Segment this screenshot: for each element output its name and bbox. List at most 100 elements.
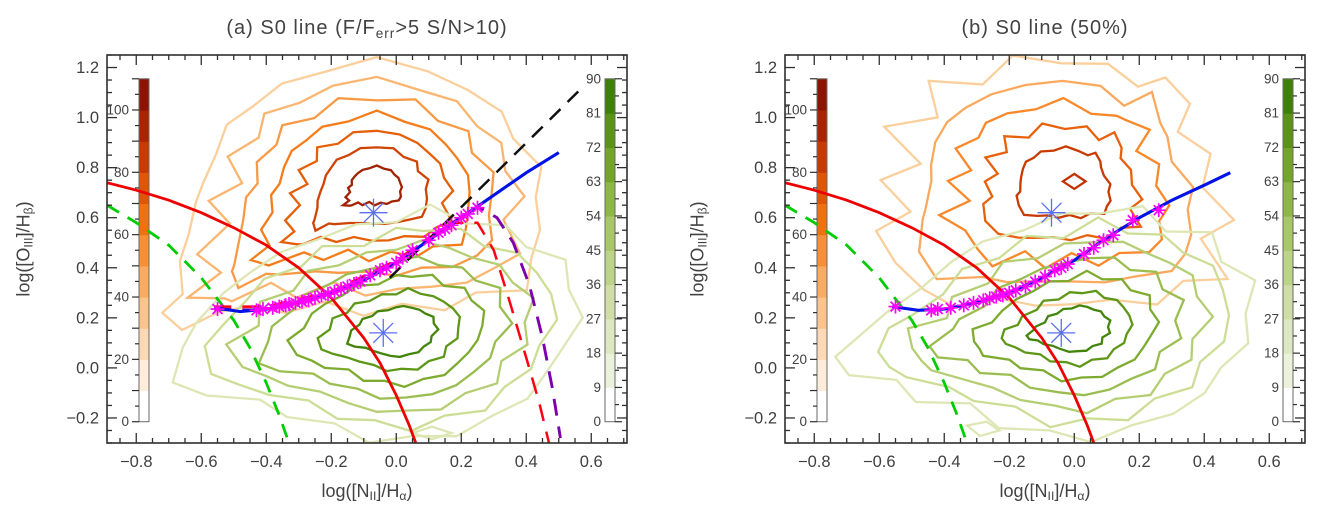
colorbar-label: 0 [121, 414, 129, 429]
y-tick-label: −0.2 [66, 409, 99, 427]
contour-level [248, 109, 471, 267]
plot-layer: 0 20 40 60 80 100 0 9 18 27 36 45 54 63 72 81 90 [784, 55, 1300, 443]
contour-level [203, 226, 559, 433]
colorbar-segment [1283, 113, 1293, 148]
curve-kewley-maximum-starburst [107, 181, 418, 443]
contour-level [936, 96, 1171, 270]
colorbar-segment [139, 297, 149, 329]
x-tick-label: 0.6 [580, 453, 603, 471]
panel-b-x-axis-title: log([NII]/Hα) [999, 481, 1091, 504]
panel-a-title: (a) S0 line (F/Ferr>5 S/N>10) [107, 14, 627, 42]
innermost-orange-diamond [1060, 172, 1088, 191]
colorbar-segment [817, 203, 827, 236]
y-tick-label: 1.0 [754, 109, 777, 127]
colorbar-label: 9 [1271, 380, 1279, 395]
x-tick-label: 0.0 [385, 453, 408, 471]
colorbar-label: 60 [114, 227, 129, 242]
x-tick-label: 0.4 [515, 453, 538, 471]
x-tick-label: −0.6 [185, 453, 218, 471]
colorbar-segment [605, 250, 615, 286]
panel-a: 0 20 40 60 80 100 0 9 18 27 36 45 54 63 72 81 90 −0.8 −0.6… [14, 14, 628, 503]
contour-level [339, 164, 404, 207]
colorbar: 0 20 40 60 80 100 [784, 78, 828, 429]
y-tick-label: 1.2 [754, 59, 777, 77]
x-tick-label: −0.2 [315, 453, 348, 471]
colorbar: 0 9 18 27 36 45 54 63 72 81 90 [586, 71, 622, 429]
colorbar-label: 63 [1264, 174, 1279, 189]
contour-family-orange-population [874, 55, 1236, 309]
y-tick-label: 0.2 [754, 309, 777, 327]
colorbar-segment [139, 234, 149, 267]
y-tick-label: 0.8 [76, 159, 99, 177]
curve-kauffmann-sf-line [785, 203, 969, 443]
curve-purple-dashed-branch [214, 204, 562, 439]
colorbar-label: 90 [1264, 71, 1279, 86]
colorbar-segment [605, 318, 615, 354]
contour-level [345, 304, 440, 359]
y-tick-label: 1.2 [76, 59, 99, 77]
colorbar-label: 54 [1264, 208, 1280, 223]
title-text: (b) S0 line (50%) [961, 17, 1129, 39]
contour-level [1025, 304, 1112, 353]
colorbar-segment [817, 78, 827, 111]
colorbar-segment [1283, 318, 1293, 354]
axes: −0.8 −0.6 −0.4 −0.2 0.0 0.2 0.4 0.6 −0.2 0.0 0.2 0.… [66, 54, 628, 471]
colorbar: 0 9 18 27 36 45 54 63 72 81 90 [1264, 71, 1300, 429]
colorbar-segment [139, 141, 149, 173]
colorbar-segment [605, 181, 615, 217]
axes: −0.8 −0.6 −0.4 −0.2 0.0 0.2 0.4 0.6 −0.2 0.0 0.2 0.… [744, 54, 1306, 471]
colorbar-segment [817, 172, 827, 205]
measured-points-magenta [210, 200, 485, 318]
colorbar-segment [817, 234, 827, 267]
colorbar-segment [817, 328, 827, 360]
contour-level [833, 204, 1257, 443]
y-tick-label: 0.2 [76, 309, 99, 327]
contour-level [316, 286, 462, 373]
contour-level [982, 122, 1144, 242]
y-tick-label: 1.0 [76, 109, 99, 127]
contour-level [224, 239, 536, 413]
colorbar-label: 63 [586, 174, 601, 189]
colorbar-segment [1283, 284, 1293, 320]
contour-level [184, 75, 526, 303]
colorbar-segment [817, 390, 827, 423]
contour-level [257, 254, 514, 400]
colorbar-label: 81 [1264, 106, 1279, 121]
x-tick-label: −0.2 [993, 453, 1026, 471]
contour-level [874, 55, 1236, 309]
title-subscript: err [375, 25, 396, 41]
contour-level [927, 256, 1186, 397]
title-text: (a) S0 line (F/F [226, 17, 376, 39]
x-tick-label: −0.4 [250, 453, 283, 471]
panel-a-plot: 0 20 40 60 80 100 0 9 18 27 36 45 54 63 72 81 90 −0.8 −0.6… [66, 54, 628, 471]
colorbar-label: 18 [586, 346, 601, 361]
colorbar-label: 72 [586, 140, 601, 155]
colorbar-label: 27 [586, 311, 601, 326]
contour-level [278, 129, 455, 246]
colorbar-segment [605, 215, 615, 251]
colorbar-segment [605, 113, 615, 148]
colorbar: 0 20 40 60 80 100 [107, 78, 150, 429]
contour-level [230, 97, 495, 290]
colorbar-segment [1283, 78, 1293, 114]
x-tick-label: 0.2 [450, 453, 473, 471]
curve-red-dashed-branch [214, 221, 551, 443]
contour-level [171, 203, 585, 443]
colorbar-segment [1283, 181, 1293, 217]
colorbar-label: 80 [792, 165, 807, 180]
x-tick-label: 0.4 [1193, 453, 1216, 471]
colorbar-segment [605, 284, 615, 320]
contour-level [876, 216, 1231, 429]
y-tick-label: 0.4 [76, 259, 99, 277]
contour-level [160, 55, 543, 332]
title-text: >5 S/N>10) [395, 17, 508, 39]
colorbar-label: 100 [784, 102, 807, 117]
colorbar-segment [139, 203, 149, 236]
y-tick-label: 0.8 [754, 159, 777, 177]
colorbar-segment [605, 147, 615, 183]
curve-kauffmann-sf-line [107, 203, 291, 443]
colorbar-segment [817, 141, 827, 173]
y-tick-label: −0.2 [744, 409, 777, 427]
colorbar-label: 54 [586, 208, 602, 223]
